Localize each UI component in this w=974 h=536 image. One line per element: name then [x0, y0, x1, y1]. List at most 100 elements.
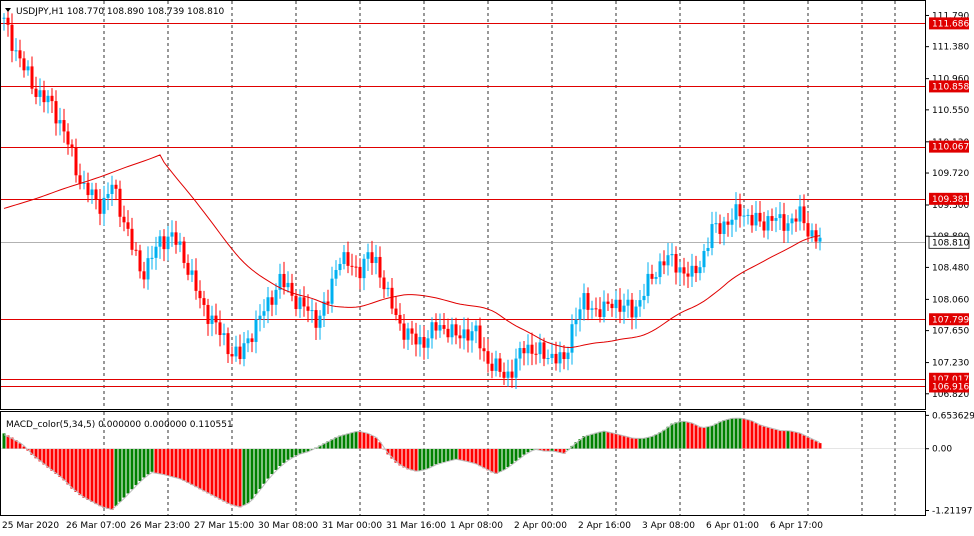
macd-bar [254, 448, 258, 495]
candle-body [450, 324, 454, 338]
candle-body [190, 270, 194, 275]
candle-body [706, 248, 710, 252]
macd-bar [554, 448, 558, 452]
candle-body [626, 299, 630, 306]
macd-bar [598, 431, 602, 449]
macd-bar [402, 448, 406, 468]
candle-body [718, 223, 722, 234]
price-tick-label: 107.230 [932, 359, 969, 369]
macd-bar [98, 448, 102, 507]
macd-bar [786, 430, 790, 449]
macd-bar [550, 448, 554, 452]
candle-body [650, 273, 654, 279]
macd-bar [18, 443, 22, 449]
macd-bar [762, 426, 766, 449]
macd-bar [54, 448, 58, 474]
macd-axis: 0.653629 0.00 -1.21197 [925, 411, 974, 517]
macd-bar [542, 448, 546, 452]
macd-bar [42, 448, 46, 465]
macd-bar [506, 448, 510, 468]
price-tick-label: 109.720 [932, 169, 969, 179]
macd-bar [354, 431, 358, 449]
macd-bar [814, 441, 818, 449]
candle-body [662, 261, 666, 266]
macd-bar [774, 429, 778, 449]
candle-body [102, 197, 106, 214]
candle-body [294, 295, 298, 310]
macd-bar [358, 431, 362, 449]
candle-body [282, 273, 286, 288]
price-tick-label: 107.650 [932, 327, 969, 337]
macd-bar [186, 448, 190, 483]
macd-bar [482, 448, 486, 469]
candle-body [118, 188, 122, 217]
candle-body [302, 297, 306, 307]
candle-body [786, 223, 790, 231]
candle-body [366, 252, 370, 259]
price-tick-label: 106.820 [932, 390, 969, 400]
candle-body [210, 315, 214, 324]
candle-body [638, 300, 642, 307]
candle-body [746, 214, 750, 216]
macd-bar [718, 421, 722, 449]
macd-bar [514, 448, 518, 461]
macd-bar [698, 427, 702, 449]
time-tick-label: 1 Apr 08:00 [450, 521, 503, 531]
macd-bar [242, 448, 246, 506]
candle-body [334, 270, 338, 279]
macd-bar [146, 448, 150, 475]
candle-body [806, 223, 810, 237]
macd-bar [394, 448, 398, 463]
macd-bar [422, 448, 426, 470]
candle-body [798, 206, 802, 222]
candle-body [46, 95, 50, 103]
candle-body [770, 216, 774, 221]
macd-bar [162, 448, 166, 475]
macd-bar [766, 427, 770, 449]
candle-body [234, 346, 238, 357]
macd-bar [754, 423, 758, 449]
candle-body [206, 304, 210, 324]
candle-body [486, 351, 490, 364]
candle-body [318, 315, 322, 328]
macd-signal-line [3, 417, 821, 511]
candle-body [214, 315, 218, 323]
macd-bar [134, 448, 138, 486]
time-tick-label: 30 Mar 08:00 [258, 521, 318, 531]
candle-body [126, 222, 130, 229]
level-price-tag [929, 192, 969, 205]
candle-body [630, 299, 634, 318]
candle-body [110, 184, 114, 194]
macd-bar [702, 427, 706, 449]
candle-body [462, 329, 466, 339]
dropdown-triangle-icon[interactable] [5, 8, 11, 12]
macd-bar [390, 448, 394, 459]
candle-body [174, 232, 178, 245]
macd-bar [142, 448, 146, 478]
macd-bar [82, 448, 86, 498]
candle-body [266, 297, 270, 312]
candle-body [526, 344, 530, 354]
macd-bar [782, 430, 786, 449]
macd-bar [742, 418, 746, 449]
macd-bar [806, 437, 810, 449]
candle-body [726, 221, 730, 225]
macd-bar [662, 429, 666, 449]
macd-bar [190, 448, 194, 486]
current-price-tag [928, 235, 970, 249]
candle-body [154, 246, 158, 258]
candle-body [670, 254, 674, 256]
macd-bar [574, 442, 578, 449]
candle-body [346, 252, 350, 266]
macd-bar [378, 442, 382, 449]
candle-body [654, 277, 658, 279]
macd-bar [182, 448, 186, 481]
time-tick-label: 2 Apr 00:00 [514, 521, 567, 531]
macd-bar [458, 448, 462, 460]
macd-bar [686, 422, 690, 449]
price-tick-label: 110.960 [932, 75, 969, 85]
level-price-label: 107.799 [932, 315, 969, 325]
macd-bar [226, 448, 230, 504]
candle-body [766, 216, 770, 231]
